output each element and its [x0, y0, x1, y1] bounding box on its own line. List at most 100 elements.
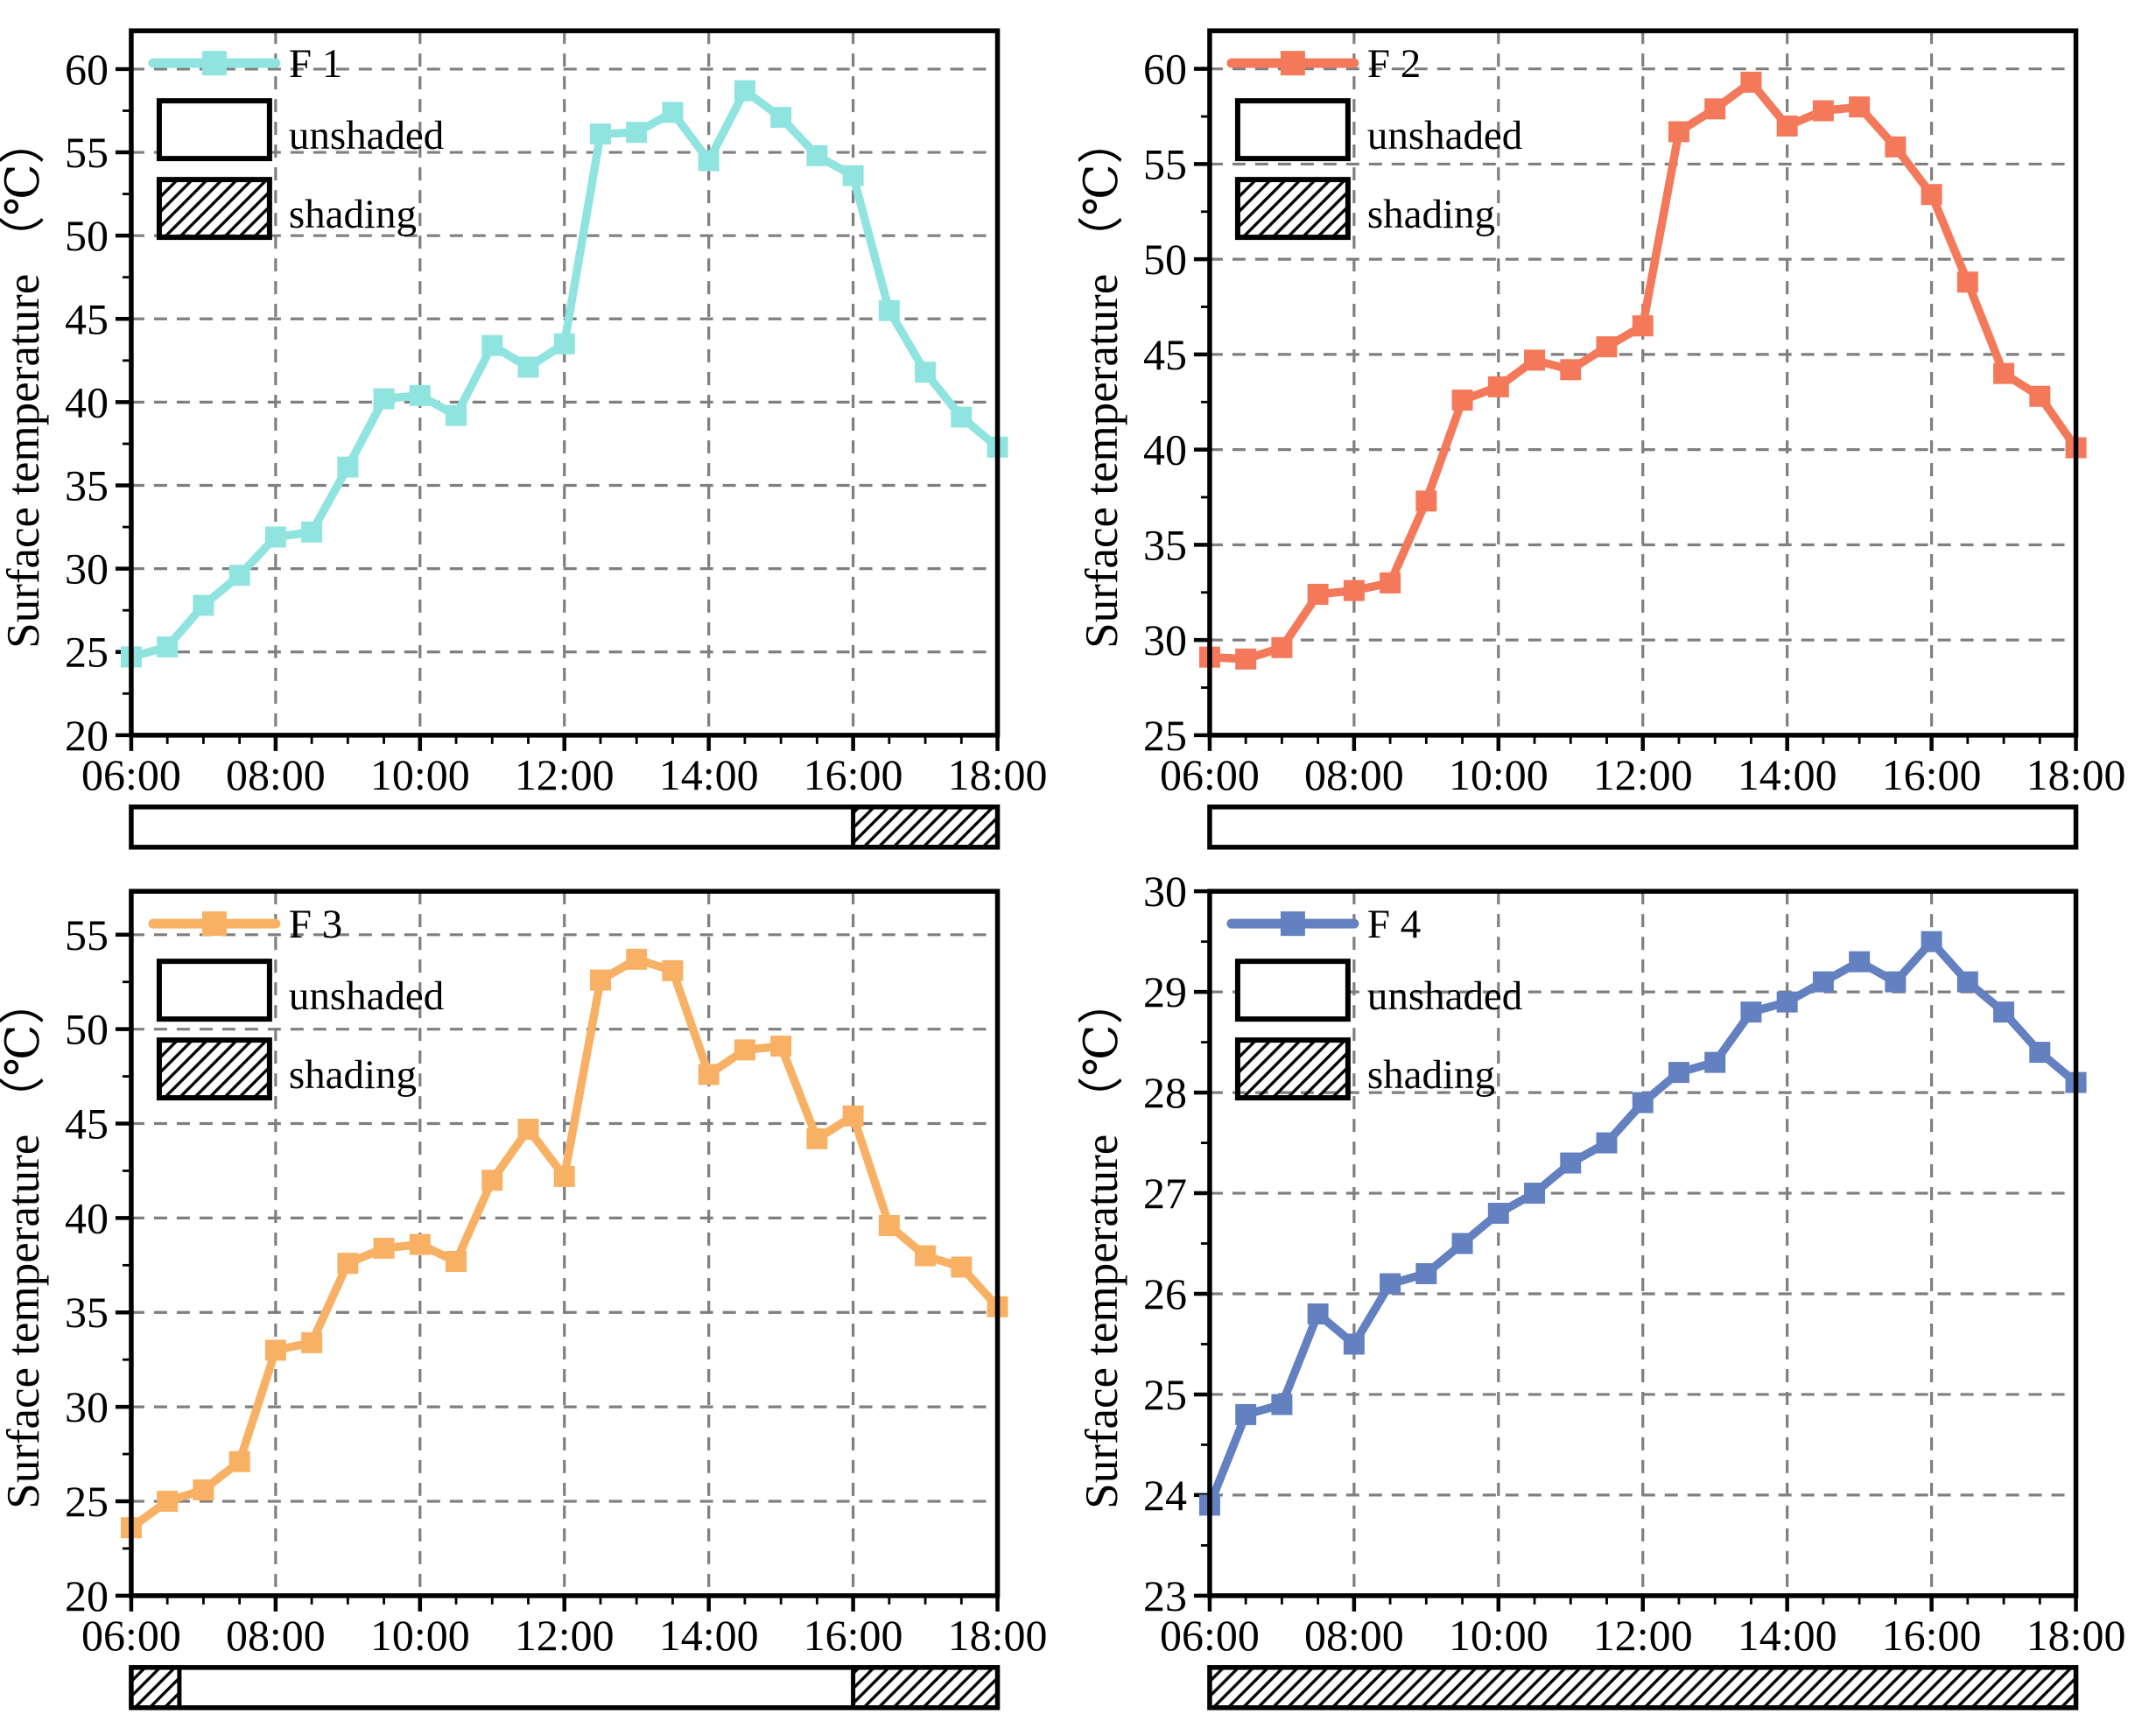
data-point-marker — [1379, 572, 1401, 594]
data-point-marker — [1487, 376, 1509, 397]
legend-shading-entry: shading — [1234, 177, 1494, 241]
svg-text:12:00: 12:00 — [1592, 1611, 1692, 1660]
shading-swatch — [1234, 1037, 1351, 1101]
data-point-marker — [409, 384, 431, 406]
svg-text:26: 26 — [1142, 1269, 1186, 1318]
series-f3 — [120, 948, 1008, 1539]
series-f2 — [1198, 71, 2087, 670]
series-f1 — [120, 80, 1008, 668]
legend-unshaded-label: unshaded — [1366, 973, 1521, 1019]
data-point-marker — [337, 1253, 359, 1275]
data-point-marker — [1343, 1333, 1365, 1355]
svg-text:06:00: 06:00 — [1160, 750, 1260, 799]
data-point-marker — [1668, 121, 1689, 143]
legend-unshaded-entry: unshaded — [1234, 98, 1522, 162]
data-point-marker — [842, 1105, 864, 1127]
data-point-marker — [1848, 96, 1870, 118]
data-point-marker — [770, 107, 792, 129]
svg-text:10:00: 10:00 — [1448, 1611, 1548, 1660]
data-point-marker — [409, 1233, 431, 1255]
svg-text:14:00: 14:00 — [659, 750, 759, 799]
svg-text:40: 40 — [65, 1193, 109, 1242]
legend-shading-label: shading — [1366, 1052, 1494, 1098]
data-point-marker — [1451, 390, 1473, 411]
data-point-marker — [1559, 1152, 1581, 1174]
data-point-marker — [626, 122, 648, 144]
legend-series-marker — [201, 911, 227, 937]
data-point-marker — [878, 1215, 900, 1237]
svg-text:35: 35 — [65, 461, 109, 510]
data-point-marker — [1307, 583, 1329, 605]
y-axis-title: Surface temperature （℃） — [1078, 117, 1127, 648]
x-tick-labels: 06:00 08:00 10:00 12:00 14:00 16:00 18:00 — [81, 750, 1047, 799]
legend-shading-entry: shading — [156, 1037, 417, 1101]
data-point-marker — [1596, 1132, 1618, 1154]
svg-text:55: 55 — [65, 128, 109, 177]
axis-ticks — [115, 932, 1000, 1612]
data-point-marker — [1739, 71, 1761, 93]
data-point-marker — [2028, 1042, 2050, 1064]
data-point-marker — [193, 594, 214, 616]
data-point-marker — [337, 456, 359, 478]
axis-ticks — [115, 67, 1000, 751]
svg-text:08:00: 08:00 — [226, 750, 326, 799]
svg-text:35: 35 — [65, 1288, 109, 1337]
svg-text:60: 60 — [65, 45, 109, 94]
svg-text:14:00: 14:00 — [1737, 1611, 1836, 1660]
svg-text:06:00: 06:00 — [81, 750, 181, 799]
data-point-marker — [228, 565, 250, 587]
data-point-marker — [264, 526, 286, 548]
shading-segment — [851, 804, 1001, 850]
data-point-marker — [1307, 1303, 1329, 1324]
data-point-marker — [915, 362, 937, 383]
data-point-marker — [589, 969, 611, 991]
data-point-marker — [662, 102, 684, 123]
shading-segment — [851, 1665, 1001, 1710]
svg-text:25: 25 — [1142, 711, 1186, 760]
data-point-marker — [626, 948, 648, 970]
data-point-marker — [951, 1256, 973, 1278]
data-point-marker — [734, 80, 755, 102]
svg-text:24: 24 — [1142, 1471, 1186, 1520]
svg-text:40: 40 — [1142, 425, 1186, 474]
svg-text:60: 60 — [1142, 45, 1186, 94]
svg-text:55: 55 — [1142, 139, 1186, 188]
legend: F 3 unshaded shading — [148, 902, 444, 1101]
svg-text:45: 45 — [65, 1099, 109, 1149]
data-point-marker — [481, 1170, 503, 1191]
data-point-marker — [915, 1245, 937, 1267]
data-point-marker — [1451, 1233, 1473, 1254]
data-point-marker — [193, 1479, 214, 1501]
legend-series-entry: F 4 — [1225, 902, 1421, 947]
legend-unshaded-entry: unshaded — [156, 959, 444, 1022]
y-tick-labels: 25 30 35 40 45 50 55 60 — [1142, 45, 1186, 760]
y-axis-title: Surface temperature （℃） — [0, 978, 49, 1508]
data-point-marker — [951, 406, 973, 428]
data-point-marker — [698, 150, 720, 172]
data-point-marker — [553, 1165, 575, 1187]
data-point-marker — [1234, 1403, 1256, 1425]
chart-f1-panel: F 1 unshaded shading 20 25 30 35 40 45 50 55 60 06:0… — [0, 28, 1047, 850]
shading-schedule-bar — [1206, 1665, 2078, 1710]
svg-text:28: 28 — [1142, 1068, 1186, 1117]
data-point-marker — [2028, 385, 2050, 407]
svg-text:25: 25 — [65, 1477, 109, 1526]
svg-text:27: 27 — [1142, 1169, 1186, 1218]
data-point-marker — [446, 1251, 467, 1273]
legend-series-label: F 1 — [289, 41, 342, 87]
data-point-marker — [1487, 1203, 1509, 1225]
data-point-marker — [1921, 931, 1942, 952]
x-tick-labels: 06:00 08:00 10:00 12:00 14:00 16:00 18:00 — [81, 1611, 1047, 1660]
svg-text:55: 55 — [65, 910, 109, 959]
svg-text:08:00: 08:00 — [1303, 750, 1403, 799]
svg-text:45: 45 — [65, 294, 109, 343]
data-point-marker — [589, 123, 611, 145]
data-point-marker — [1523, 349, 1545, 371]
svg-text:50: 50 — [65, 211, 109, 260]
data-point-marker — [228, 1451, 250, 1472]
data-point-marker — [481, 334, 503, 356]
unshaded-swatch — [156, 959, 272, 1022]
legend: F 2 unshaded shading — [1225, 41, 1522, 241]
plot-border — [1206, 889, 2078, 1598]
